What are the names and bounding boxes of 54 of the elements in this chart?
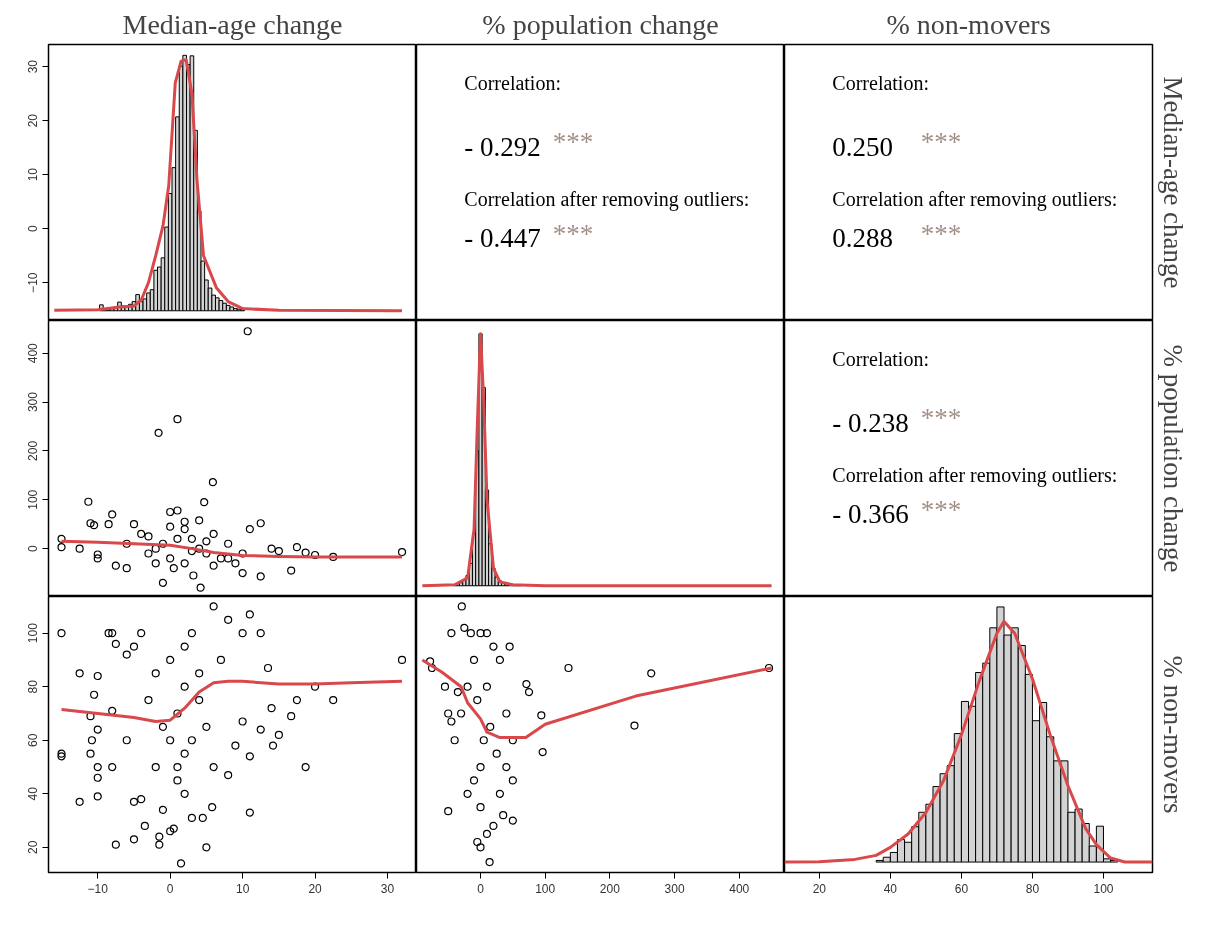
y-tick-label: 300 bbox=[26, 391, 41, 413]
y-tick-label: 0 bbox=[26, 544, 41, 552]
x-tick-label: 30 bbox=[380, 881, 395, 896]
text: *** bbox=[920, 127, 962, 158]
x-tick-label: 0 bbox=[477, 881, 485, 896]
text: *** bbox=[552, 127, 594, 158]
x-tick-label: 40 bbox=[883, 881, 898, 896]
y-tick-label: 400 bbox=[26, 342, 41, 364]
y-tick-label: 0 bbox=[26, 225, 41, 233]
text: - 0.366 bbox=[832, 498, 909, 529]
text: - 0.292 bbox=[464, 131, 541, 162]
x-tick-label: 100 bbox=[1093, 881, 1114, 896]
y-tick-label: 40 bbox=[26, 786, 41, 801]
text: *** bbox=[552, 218, 594, 249]
x-tick-label: 80 bbox=[1025, 881, 1040, 896]
text: *** bbox=[920, 403, 962, 434]
text: % population change bbox=[1157, 344, 1188, 573]
x-tick-label: 60 bbox=[954, 881, 969, 896]
y-tick-label: 200 bbox=[26, 440, 41, 461]
text: - 0.447 bbox=[464, 222, 541, 253]
x-tick-label: −10 bbox=[87, 881, 109, 896]
text: *** bbox=[920, 218, 962, 249]
text: 0.288 bbox=[832, 222, 894, 253]
x-tick-label: 20 bbox=[812, 881, 827, 896]
y-tick-label: 60 bbox=[26, 733, 41, 747]
x-tick-label: 200 bbox=[599, 881, 621, 896]
text: % population change bbox=[482, 8, 719, 40]
text: - 0.238 bbox=[832, 407, 909, 438]
text: Correlation after removing outliers: bbox=[464, 188, 750, 212]
y-tick-label: 20 bbox=[26, 840, 41, 855]
text: Correlation after removing outliers: bbox=[832, 188, 1118, 212]
x-tick-label: 100 bbox=[535, 881, 556, 896]
y-tick-label: −10 bbox=[26, 272, 41, 293]
text: Correlation: bbox=[464, 72, 561, 95]
text: 0.250 bbox=[832, 131, 894, 162]
x-tick-label: 10 bbox=[235, 881, 250, 896]
text: % non-movers bbox=[886, 8, 1051, 40]
y-tick-label: 100 bbox=[26, 489, 41, 510]
y-tick-label: 20 bbox=[26, 113, 41, 128]
y-tick-label: 100 bbox=[26, 622, 41, 644]
text: Correlation: bbox=[832, 348, 929, 371]
x-tick-label: 300 bbox=[664, 881, 685, 896]
x-tick-label: 20 bbox=[308, 881, 323, 896]
text: *** bbox=[920, 494, 962, 525]
text: Correlation after removing outliers: bbox=[832, 464, 1118, 488]
y-tick-label: 10 bbox=[26, 167, 41, 182]
x-tick-label: 400 bbox=[729, 881, 750, 896]
text: Correlation: bbox=[832, 72, 929, 95]
y2-axis-title: % non-movers bbox=[1157, 655, 1188, 814]
y-tick-label: 30 bbox=[26, 59, 41, 74]
x-tick-label: 0 bbox=[166, 881, 174, 896]
chart-title: Median-age change bbox=[122, 8, 343, 40]
y-tick-label: 80 bbox=[26, 679, 41, 694]
text: Median-age change bbox=[1157, 76, 1188, 289]
